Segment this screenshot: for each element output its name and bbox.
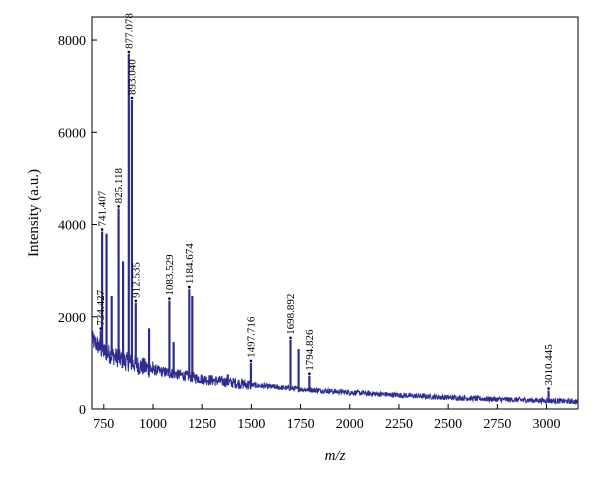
peak-label: 877.078 bbox=[123, 13, 135, 49]
x-tick-label: 2750 bbox=[483, 417, 511, 432]
spectrum-layer bbox=[91, 53, 579, 406]
peak-marker-dot bbox=[188, 285, 191, 289]
peak-marker-dot bbox=[308, 372, 311, 376]
y-tick-label: 0 bbox=[79, 403, 86, 418]
x-tick-label: 2500 bbox=[434, 417, 462, 432]
plot-frame bbox=[91, 16, 579, 410]
x-tick-label: 1250 bbox=[188, 417, 216, 432]
y-axis: 0 2000 4000 6000 8000 bbox=[58, 34, 97, 418]
peak-marker-dot bbox=[547, 387, 550, 390]
peak-markers bbox=[99, 50, 550, 390]
x-tick-label: 1750 bbox=[287, 417, 315, 432]
peak-marker-dot bbox=[130, 96, 134, 100]
peak-label: 1794.826 bbox=[304, 329, 316, 371]
x-tick-label: 3000 bbox=[533, 417, 561, 432]
peak-label: 1698.892 bbox=[285, 294, 297, 335]
y-tick-label: 6000 bbox=[58, 126, 86, 141]
peak-label: 893.040 bbox=[126, 59, 138, 95]
y-tick-label: 4000 bbox=[58, 219, 86, 234]
x-tick-label: 750 bbox=[93, 417, 114, 432]
spectrum-trace bbox=[91, 331, 579, 406]
x-tick-label: 1500 bbox=[237, 417, 265, 432]
peak-marker-dot bbox=[100, 228, 104, 231]
peak-marker-dot bbox=[249, 359, 253, 363]
peak-marker-dot bbox=[134, 299, 138, 303]
peak-label: 1497.716 bbox=[245, 316, 257, 358]
peak-label: 3010.445 bbox=[543, 344, 555, 386]
peak-marker-dot bbox=[99, 327, 103, 330]
x-tick-label: 2000 bbox=[336, 417, 364, 432]
x-tick-label: 2250 bbox=[385, 417, 413, 432]
x-axis-title: m/z bbox=[325, 448, 346, 464]
peak-marker-dot bbox=[117, 205, 120, 208]
peak-labels: 734.427 741.407 825.118 877.078 893.040 912.5… bbox=[95, 13, 555, 386]
peak-label: 1083.529 bbox=[164, 254, 176, 296]
peak-label: 912.535 bbox=[130, 262, 142, 298]
peak-marker-dot bbox=[168, 297, 171, 300]
peak-marker-dot bbox=[289, 336, 292, 340]
peak-label: 741.407 bbox=[97, 190, 109, 226]
y-tick-label: 2000 bbox=[58, 311, 86, 326]
plot-border bbox=[91, 16, 579, 410]
peak-marker-dot bbox=[127, 50, 131, 54]
x-tick-label: 1000 bbox=[139, 417, 167, 432]
peak-label: 734.427 bbox=[95, 289, 107, 325]
y-tick-label: 8000 bbox=[58, 34, 86, 49]
y-axis-title: Intensity (a.u.) bbox=[26, 169, 42, 257]
peak-label: 1184.674 bbox=[184, 243, 196, 284]
peak-label: 825.118 bbox=[113, 168, 125, 204]
x-axis: 750 1000 1250 1500 1750 2000 2250 2500 2750 3000 bbox=[93, 404, 561, 432]
